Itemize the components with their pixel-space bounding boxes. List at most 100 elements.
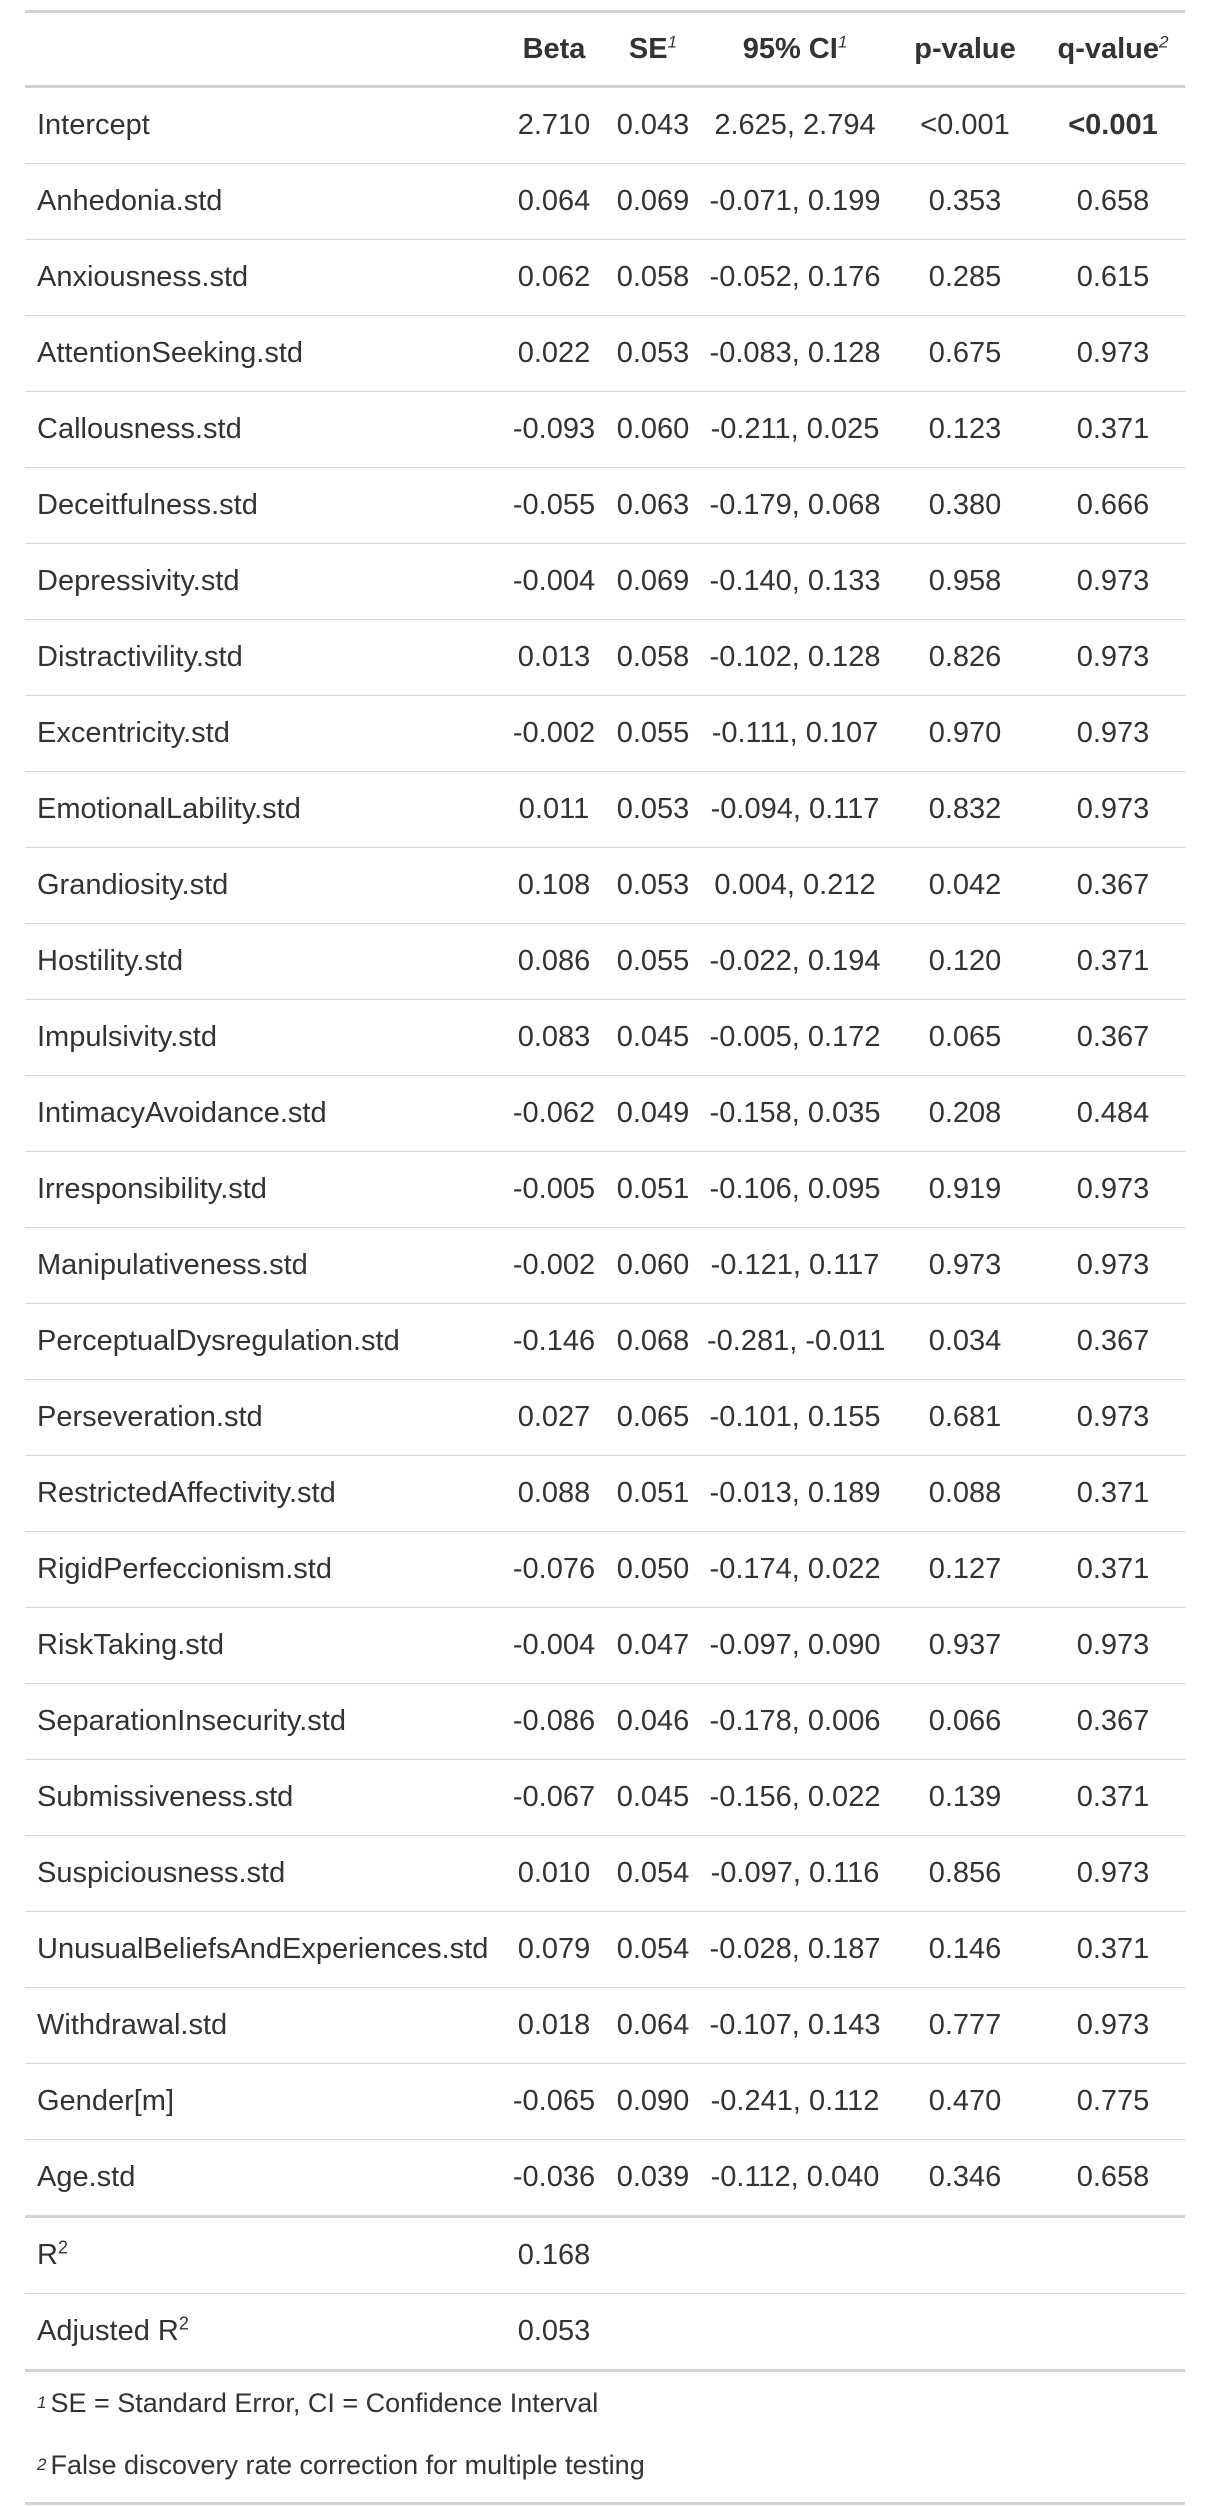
glance-value: 0.168 [503, 2216, 605, 2294]
se-cell: 0.069 [605, 163, 701, 240]
ci-cell: -0.107, 0.143 [701, 1987, 889, 2064]
beta-cell: -0.002 [503, 695, 605, 772]
beta-cell: 0.083 [503, 999, 605, 1076]
term-label: AttentionSeeking.std [25, 315, 503, 392]
q-cell: <0.001 [1041, 86, 1185, 164]
table-row: RigidPerfeccionism.std -0.076 0.050 -0.174,… [25, 1531, 1185, 1608]
q-cell: 0.973 [1041, 619, 1185, 696]
se-cell: 0.068 [605, 1303, 701, 1380]
se-cell: 0.049 [605, 1075, 701, 1152]
beta-cell: -0.004 [503, 1607, 605, 1684]
term-label: Age.std [25, 2139, 503, 2218]
q-cell: 0.973 [1041, 1987, 1185, 2064]
superscript: 2 [57, 2237, 68, 2258]
table-row: Grandiosity.std 0.108 0.053 0.004, 0.212 0.0… [25, 847, 1185, 924]
term-label: Excentricity.std [25, 695, 503, 772]
footnote-text: SE = Standard Error, CI = Confidence Int… [50, 2387, 599, 2418]
footnote-marker: 1 [837, 31, 848, 51]
se-cell: 0.054 [605, 1835, 701, 1912]
term-label: RestrictedAffectivity.std [25, 1455, 503, 1532]
p-cell: 0.973 [889, 1227, 1041, 1304]
term-label: Intercept [25, 86, 503, 164]
q-cell: 0.371 [1041, 1759, 1185, 1836]
glance-label: Adjusted R2 [25, 2293, 503, 2372]
q-cell: 0.775 [1041, 2063, 1185, 2140]
p-cell: 0.380 [889, 467, 1041, 544]
q-cell: 0.484 [1041, 1075, 1185, 1152]
regression-table: Beta SE1 95% CI1 p-value q-value2 Interc… [25, 10, 1185, 2372]
ci-cell: -0.083, 0.128 [701, 315, 889, 392]
p-cell: 0.034 [889, 1303, 1041, 1380]
ci-cell: -0.158, 0.035 [701, 1075, 889, 1152]
table-row: Callousness.std -0.093 0.060 -0.211, 0.025 0… [25, 391, 1185, 468]
term-label: Suspiciousness.std [25, 1835, 503, 1912]
glance-row: Adjusted R2 0.053 [25, 2293, 1185, 2372]
p-cell: 0.139 [889, 1759, 1041, 1836]
q-cell: 0.973 [1041, 1151, 1185, 1228]
beta-cell: 0.011 [503, 771, 605, 848]
term-label: RigidPerfeccionism.std [25, 1531, 503, 1608]
beta-cell: 0.013 [503, 619, 605, 696]
se-cell: 0.054 [605, 1911, 701, 1988]
p-cell: 0.346 [889, 2139, 1041, 2218]
empty-cell [605, 2293, 701, 2372]
term-label: Callousness.std [25, 391, 503, 468]
se-cell: 0.047 [605, 1607, 701, 1684]
glance-label-text: R [37, 2239, 58, 2271]
se-cell: 0.045 [605, 1759, 701, 1836]
table-row: Gender[m] -0.065 0.090 -0.241, 0.112 0.470 0.… [25, 2063, 1185, 2140]
beta-cell: 0.086 [503, 923, 605, 1000]
beta-cell: -0.005 [503, 1151, 605, 1228]
ci-cell: -0.178, 0.006 [701, 1683, 889, 1760]
empty-cell [1041, 2216, 1185, 2294]
table-row: SeparationInsecurity.std -0.086 0.046 -0.17… [25, 1683, 1185, 1760]
term-label: Withdrawal.std [25, 1987, 503, 2064]
empty-cell [889, 2216, 1041, 2294]
beta-cell: -0.055 [503, 467, 605, 544]
ci-cell: -0.013, 0.189 [701, 1455, 889, 1532]
header-ci: 95% CI1 [701, 10, 889, 88]
table-row: RestrictedAffectivity.std 0.088 0.051 -0.01… [25, 1455, 1185, 1532]
se-cell: 0.050 [605, 1531, 701, 1608]
q-cell: 0.371 [1041, 391, 1185, 468]
table-row: AttentionSeeking.std 0.022 0.053 -0.083, 0.… [25, 315, 1185, 392]
se-cell: 0.053 [605, 847, 701, 924]
glance-label: R2 [25, 2216, 503, 2294]
p-cell: 0.958 [889, 543, 1041, 620]
header-q-text: q-value [1057, 32, 1160, 65]
term-label: Gender[m] [25, 2063, 503, 2140]
header-p-value: p-value [889, 10, 1041, 88]
term-label: RiskTaking.std [25, 1607, 503, 1684]
beta-cell: -0.086 [503, 1683, 605, 1760]
p-cell: 0.856 [889, 1835, 1041, 1912]
beta-cell: 0.027 [503, 1379, 605, 1456]
ci-cell: -0.106, 0.095 [701, 1151, 889, 1228]
term-label: Manipulativeness.std [25, 1227, 503, 1304]
se-cell: 0.063 [605, 467, 701, 544]
p-cell: 0.353 [889, 163, 1041, 240]
se-cell: 0.090 [605, 2063, 701, 2140]
ci-cell: -0.022, 0.194 [701, 923, 889, 1000]
beta-cell: -0.002 [503, 1227, 605, 1304]
table-row: Irresponsibility.std -0.005 0.051 -0.106, 0… [25, 1151, 1185, 1228]
header-beta-text: Beta [522, 32, 586, 65]
p-cell: 0.919 [889, 1151, 1041, 1228]
table-row: Anhedonia.std 0.064 0.069 -0.071, 0.199 0.35… [25, 163, 1185, 240]
table-row: Age.std -0.036 0.039 -0.112, 0.040 0.346 0.65… [25, 2139, 1185, 2218]
p-cell: 0.066 [889, 1683, 1041, 1760]
se-cell: 0.053 [605, 771, 701, 848]
p-cell: 0.681 [889, 1379, 1041, 1456]
beta-cell: 0.108 [503, 847, 605, 924]
q-cell: 0.973 [1041, 1835, 1185, 1912]
p-cell: 0.123 [889, 391, 1041, 468]
beta-cell: -0.036 [503, 2139, 605, 2218]
q-cell: 0.658 [1041, 2139, 1185, 2218]
se-cell: 0.051 [605, 1455, 701, 1532]
table-row: EmotionalLability.std 0.011 0.053 -0.094, 0… [25, 771, 1185, 848]
p-cell: 0.065 [889, 999, 1041, 1076]
q-cell: 0.973 [1041, 771, 1185, 848]
ci-cell: -0.005, 0.172 [701, 999, 889, 1076]
term-label: Hostility.std [25, 923, 503, 1000]
se-cell: 0.053 [605, 315, 701, 392]
beta-cell: -0.065 [503, 2063, 605, 2140]
